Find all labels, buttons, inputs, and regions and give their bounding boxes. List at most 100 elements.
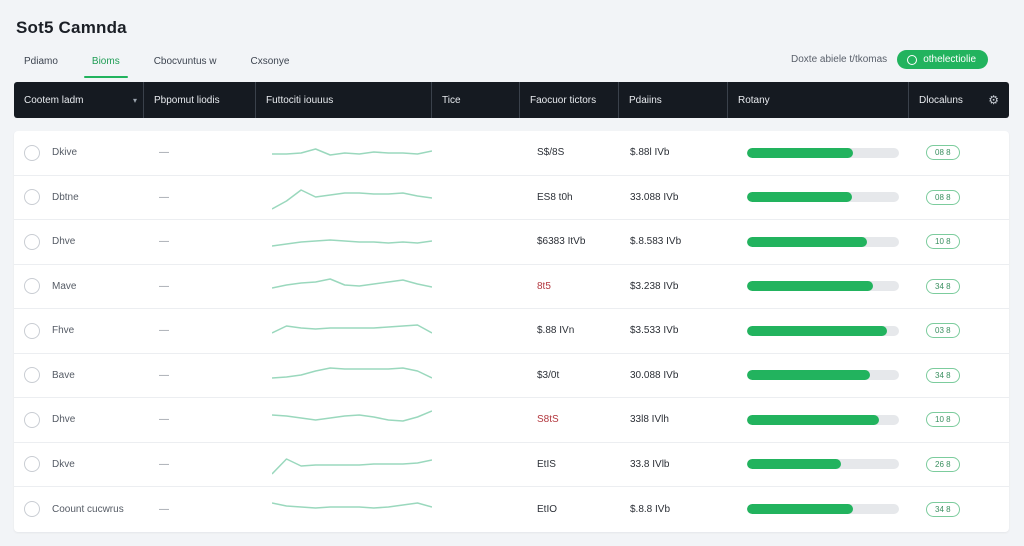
tab-pdiamo[interactable]: Pdiamo <box>24 56 58 67</box>
row-badge-button[interactable]: 34 8 <box>926 278 960 294</box>
row-radio[interactable] <box>24 456 40 473</box>
row-radio[interactable] <box>24 278 40 295</box>
column-header-rotany[interactable]: Rotany <box>728 82 909 118</box>
row-badge-button[interactable]: 26 8 <box>926 456 960 472</box>
tab-bar: Pdiamo Bioms Cbocvuntus w Cxsonye <box>14 52 313 78</box>
sparkline-line <box>272 189 432 210</box>
column-header-label: Pdaiins <box>629 94 662 106</box>
column-header-status[interactable]: Pbpomut liodis <box>144 82 256 118</box>
column-header-label: Dlocaluns <box>919 94 963 106</box>
row-progress-cell <box>747 220 899 264</box>
row-value: S8tS <box>537 414 559 426</box>
table-row[interactable]: Mave — 8t5 $3.238 IVb 34 8 <box>14 265 1009 309</box>
column-header-trend[interactable]: Futtociti iouuus <box>256 82 432 118</box>
row-badge-button[interactable]: 10 8 <box>926 234 960 250</box>
row-progress-cell <box>747 443 899 487</box>
column-header-label: Cootem ladm <box>24 94 84 106</box>
table-row[interactable]: Bave — $3/0t 30.088 IVb 34 8 <box>14 354 1009 398</box>
progress-fill <box>747 459 842 470</box>
row-badge-button[interactable]: 08 8 <box>926 145 960 161</box>
row-select-cell <box>24 309 40 353</box>
progress-fill <box>747 236 868 247</box>
chevron-down-icon[interactable]: ▾ <box>132 95 137 105</box>
tab-bioms[interactable]: Bioms <box>82 52 130 78</box>
row-radio[interactable] <box>24 501 40 518</box>
row-progress-cell <box>747 265 899 309</box>
row-amount: 30.088 IVb <box>630 369 679 381</box>
primary-action-button[interactable]: othelectiolie <box>897 50 988 69</box>
column-header-label: Faocuor tictors <box>530 94 597 106</box>
row-select-cell <box>24 443 40 487</box>
tab-cxsonye[interactable]: Cxsonye <box>250 56 290 67</box>
column-header-factor[interactable]: Faocuor tictors <box>520 82 619 118</box>
column-header-time[interactable]: Tice <box>432 82 520 118</box>
table-row[interactable]: Coount cucwrus — EtIO $.8.8 IVb 34 8 <box>14 487 1009 532</box>
row-sparkline <box>272 220 432 264</box>
column-header-label: Tice <box>442 94 461 106</box>
row-value: EtIS <box>537 458 556 470</box>
row-radio[interactable] <box>24 367 40 384</box>
data-table: Dkive — S$/8S $.88l IVb 08 8 Dbtne — ES8 t0h 33.… <box>14 131 1009 532</box>
row-name: Dhve <box>52 414 76 426</box>
row-badge-button[interactable]: 08 8 <box>926 189 960 205</box>
row-radio[interactable] <box>24 233 40 250</box>
sparkline-line <box>272 502 432 509</box>
progress-fill <box>747 370 871 381</box>
sparkline-line <box>272 410 432 422</box>
row-radio[interactable] <box>24 322 40 339</box>
column-header-label: Rotany <box>738 94 770 106</box>
progress-track <box>747 192 899 203</box>
row-badge-button[interactable]: 34 8 <box>926 367 960 383</box>
row-badge-button[interactable]: 34 8 <box>926 501 960 517</box>
row-progress-cell <box>747 309 899 353</box>
row-select-cell <box>24 131 40 175</box>
progress-fill <box>747 414 880 425</box>
table-row[interactable]: Dhve — $6383 ItVb $.8.583 IVb 10 8 <box>14 220 1009 265</box>
progress-track <box>747 459 899 470</box>
sparkline-chart <box>272 502 432 509</box>
sparkline-chart <box>272 278 432 289</box>
row-name: Mave <box>52 280 77 292</box>
row-radio[interactable] <box>24 144 40 161</box>
tab-cbocvuntus[interactable]: Cbocvuntus w <box>153 56 217 67</box>
row-select-cell <box>24 176 40 220</box>
row-value: $.88 IVn <box>537 325 575 337</box>
row-progress-cell <box>747 131 899 175</box>
row-radio[interactable] <box>24 411 40 428</box>
column-header-actions[interactable]: Dlocaluns ⚙ <box>909 82 1009 118</box>
table-row[interactable]: Dbtne — ES8 t0h 33.088 IVb 08 8 <box>14 176 1009 220</box>
row-progress-cell <box>747 398 899 442</box>
progress-track <box>747 370 899 381</box>
column-header-price[interactable]: Pdaiins <box>619 82 728 118</box>
sparkline-chart <box>272 458 432 475</box>
row-badge-button[interactable]: 10 8 <box>926 412 960 428</box>
sparkline-chart <box>272 148 432 156</box>
table-row[interactable]: Fhve — $.88 IVn $3.533 IVb 03 8 <box>14 309 1009 354</box>
row-pill-cell: 34 8 <box>926 265 960 309</box>
row-name: Dbtne <box>52 191 79 203</box>
column-header-name[interactable]: Cootem ladm ▾ <box>14 82 144 118</box>
row-radio[interactable] <box>24 189 40 206</box>
row-pill-cell: 34 8 <box>926 487 960 532</box>
sparkline-line <box>272 148 432 156</box>
row-value: EtIO <box>537 503 558 515</box>
table-row[interactable]: Dkive — S$/8S $.88l IVb 08 8 <box>14 131 1009 176</box>
settings-icon[interactable]: ⚙ <box>988 93 999 107</box>
table-row[interactable]: Dhve — S8tS 33l8 IVlh 10 8 <box>14 398 1009 443</box>
row-name: Bave <box>52 369 75 381</box>
row-select-cell <box>24 220 40 264</box>
row-badge-button[interactable]: 03 8 <box>926 323 960 339</box>
column-header-label: Futtociti iouuus <box>266 94 334 106</box>
sparkline-line <box>272 278 432 289</box>
row-status: — <box>159 325 169 337</box>
progress-fill <box>747 504 854 515</box>
sparkline-chart <box>272 367 432 379</box>
table-row[interactable]: Dkve — EtIS 33.8 IVlb 26 8 <box>14 443 1009 487</box>
row-sparkline <box>272 265 432 309</box>
row-name: Dhve <box>52 236 76 248</box>
row-amount: 33.8 IVlb <box>630 458 670 470</box>
progress-track <box>747 414 899 425</box>
sparkline-chart <box>272 189 432 210</box>
row-sparkline <box>272 131 432 175</box>
top-link[interactable]: Doxte abiele t/tkomas <box>791 54 888 65</box>
